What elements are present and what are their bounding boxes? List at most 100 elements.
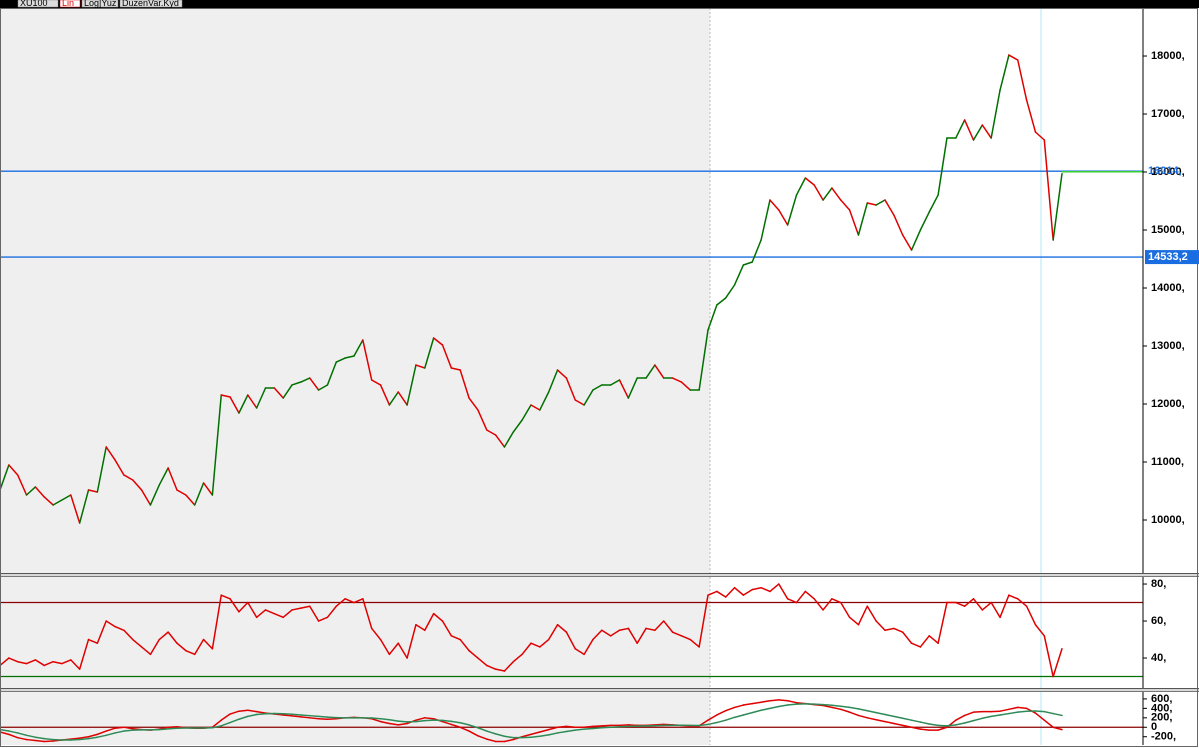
- series-segment: [609, 379, 621, 386]
- series-segment: [450, 723, 461, 729]
- series-segment: [43, 660, 54, 667]
- series-segment: [857, 605, 869, 626]
- series-segment: [769, 699, 780, 702]
- series-segment: [1017, 706, 1028, 710]
- series-segment: [424, 612, 435, 632]
- series-segment: [840, 199, 851, 211]
- series-segment: [707, 590, 718, 596]
- series-segment: [264, 609, 276, 615]
- series-segment: [247, 394, 258, 409]
- y-tick-label: 12000,: [1151, 398, 1185, 410]
- series-segment: [840, 708, 851, 713]
- series-segment: [786, 700, 798, 704]
- y-tick-label: 40,: [1151, 652, 1166, 664]
- series-segment: [592, 629, 603, 641]
- series-segment: [866, 717, 877, 721]
- series-segment: [450, 720, 461, 724]
- series-segment: [317, 616, 329, 622]
- y-tick-label: 18000,: [1151, 50, 1185, 62]
- series-segment: [786, 194, 798, 226]
- series-segment: [618, 379, 630, 399]
- series-segment: [424, 717, 435, 720]
- series-segment: [300, 714, 311, 717]
- series-segment: [34, 736, 45, 740]
- series-segment: [238, 601, 249, 613]
- level-label: 14533,2: [1148, 251, 1188, 263]
- series-segment: [910, 719, 922, 723]
- series-segment: [441, 344, 453, 369]
- series-segment: [1017, 59, 1028, 101]
- series-segment: [379, 384, 391, 406]
- series-segment: [1025, 605, 1037, 626]
- series-segment: [1008, 54, 1019, 61]
- series-segment: [893, 722, 904, 727]
- series-segment: [919, 211, 930, 231]
- series-segment: [335, 357, 346, 363]
- level-label: 16014,: [1148, 165, 1182, 177]
- series-segment: [592, 726, 603, 730]
- series-segment: [751, 586, 762, 591]
- toolbar-tab-label[interactable]: Lin: [62, 0, 74, 8]
- series-segment: [822, 703, 833, 707]
- series-segment: [910, 726, 922, 730]
- series-segment: [220, 721, 231, 727]
- series-segment: [955, 601, 966, 607]
- series-segment: [716, 719, 727, 724]
- series-segment: [96, 730, 107, 736]
- y-tick-label: 10000,: [1151, 514, 1185, 526]
- series-segment: [176, 642, 187, 652]
- y-tick-label: 13000,: [1151, 340, 1185, 352]
- series-segment: [468, 724, 479, 729]
- series-segment: [247, 709, 258, 713]
- y-tick-label: 200,: [1151, 712, 1172, 724]
- series-segment: [804, 590, 815, 600]
- series-segment: [25, 486, 37, 496]
- series-segment: [25, 738, 37, 742]
- toolbar-tab-label[interactable]: DuzenVar.Kyd: [122, 0, 179, 8]
- series-segment: [370, 379, 382, 386]
- series-segment: [503, 738, 515, 743]
- series-segment: [512, 653, 523, 663]
- series-segment: [70, 494, 81, 524]
- series-segment: [1008, 711, 1019, 715]
- series-segment: [583, 389, 594, 406]
- series-segment: [999, 54, 1010, 91]
- series-segment: [893, 214, 904, 236]
- series-segment: [919, 728, 930, 731]
- series-segment: [955, 119, 966, 139]
- y-tick-label: 11000,: [1151, 456, 1184, 468]
- series-segment: [901, 724, 913, 729]
- series-segment: [255, 710, 267, 714]
- toolbar-tab-label[interactable]: XU100: [20, 0, 48, 8]
- series-segment: [786, 598, 798, 604]
- toolbar-tab: [59, 0, 81, 8]
- series-segment: [884, 199, 895, 216]
- series-segment: [486, 738, 497, 743]
- plot-area: [0, 699, 1143, 743]
- series-segment: [70, 737, 81, 740]
- series-segment: [963, 719, 975, 724]
- series-segment: [494, 733, 506, 738]
- series-segment: [556, 730, 568, 734]
- series-segment: [556, 623, 568, 633]
- series-segment: [601, 629, 612, 637]
- series-segment: [211, 594, 222, 650]
- series-segment: [78, 638, 90, 670]
- series-segment: [362, 598, 373, 630]
- level-label-box: [1145, 250, 1199, 265]
- toolbar-tab-label[interactable]: Log|Yuz: [84, 0, 117, 8]
- series-segment: [114, 726, 125, 729]
- series-segment: [698, 723, 709, 727]
- series-segment: [530, 735, 541, 738]
- series-segment: [742, 702, 753, 706]
- series-segment: [840, 705, 851, 709]
- series-segment: [34, 486, 45, 498]
- series-segment: [760, 586, 771, 593]
- series-segment: [211, 394, 222, 496]
- series-segment: [716, 590, 727, 598]
- series-segment: [105, 732, 116, 737]
- series-segment: [282, 714, 293, 717]
- series-segment: [565, 729, 576, 733]
- series-segment: [716, 297, 727, 306]
- series-segment: [636, 627, 647, 644]
